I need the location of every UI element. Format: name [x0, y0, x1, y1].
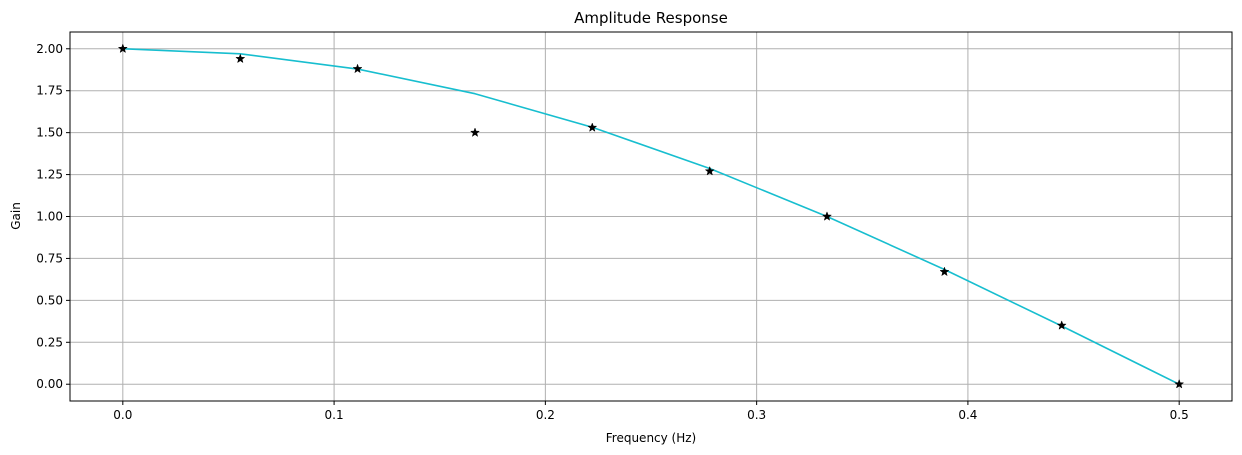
data-point-marker — [821, 211, 833, 221]
x-tick-label: 0.4 — [958, 408, 977, 422]
data-point-marker — [704, 165, 715, 176]
x-tick-label: 0.5 — [1170, 408, 1189, 422]
data-point-marker — [469, 127, 481, 137]
data-point-marker — [117, 43, 128, 54]
y-tick-label: 2.00 — [36, 42, 63, 56]
y-tick-label: 0.25 — [36, 335, 63, 349]
y-tick-label: 1.00 — [36, 210, 63, 224]
data-point-marker — [939, 266, 950, 277]
data-point-marker — [235, 53, 246, 64]
y-tick-label: 1.25 — [36, 168, 63, 182]
x-tick-label: 0.2 — [536, 408, 555, 422]
marker-series — [117, 43, 1185, 389]
y-axis-ticks: 0.00 0.25 0.50 0.75 1.00 1.25 1.50 1.75 2.00 — [36, 42, 70, 391]
y-tick-label: 1.50 — [36, 126, 63, 140]
data-point-marker — [352, 63, 363, 74]
grid — [70, 32, 1232, 401]
x-axis-ticks: 0.0 0.1 0.2 0.3 0.4 0.5 — [113, 401, 1189, 422]
y-tick-label: 0.75 — [36, 251, 63, 265]
x-axis-label: Frequency (Hz) — [606, 431, 697, 445]
series-line — [122, 47, 1180, 385]
x-tick-label: 0.3 — [747, 408, 766, 422]
y-tick-label: 1.75 — [36, 84, 63, 98]
data-point-marker — [1056, 320, 1067, 330]
data-point-marker — [1174, 378, 1185, 389]
data-point-marker — [587, 122, 598, 132]
line-series — [122, 47, 1180, 385]
x-tick-label: 0.1 — [325, 408, 344, 422]
chart-title: Amplitude Response — [574, 9, 728, 27]
y-tick-label: 0.50 — [36, 293, 63, 307]
y-tick-label: 0.00 — [36, 377, 63, 391]
y-axis-label: Gain — [9, 202, 23, 230]
x-tick-label: 0.0 — [113, 408, 132, 422]
